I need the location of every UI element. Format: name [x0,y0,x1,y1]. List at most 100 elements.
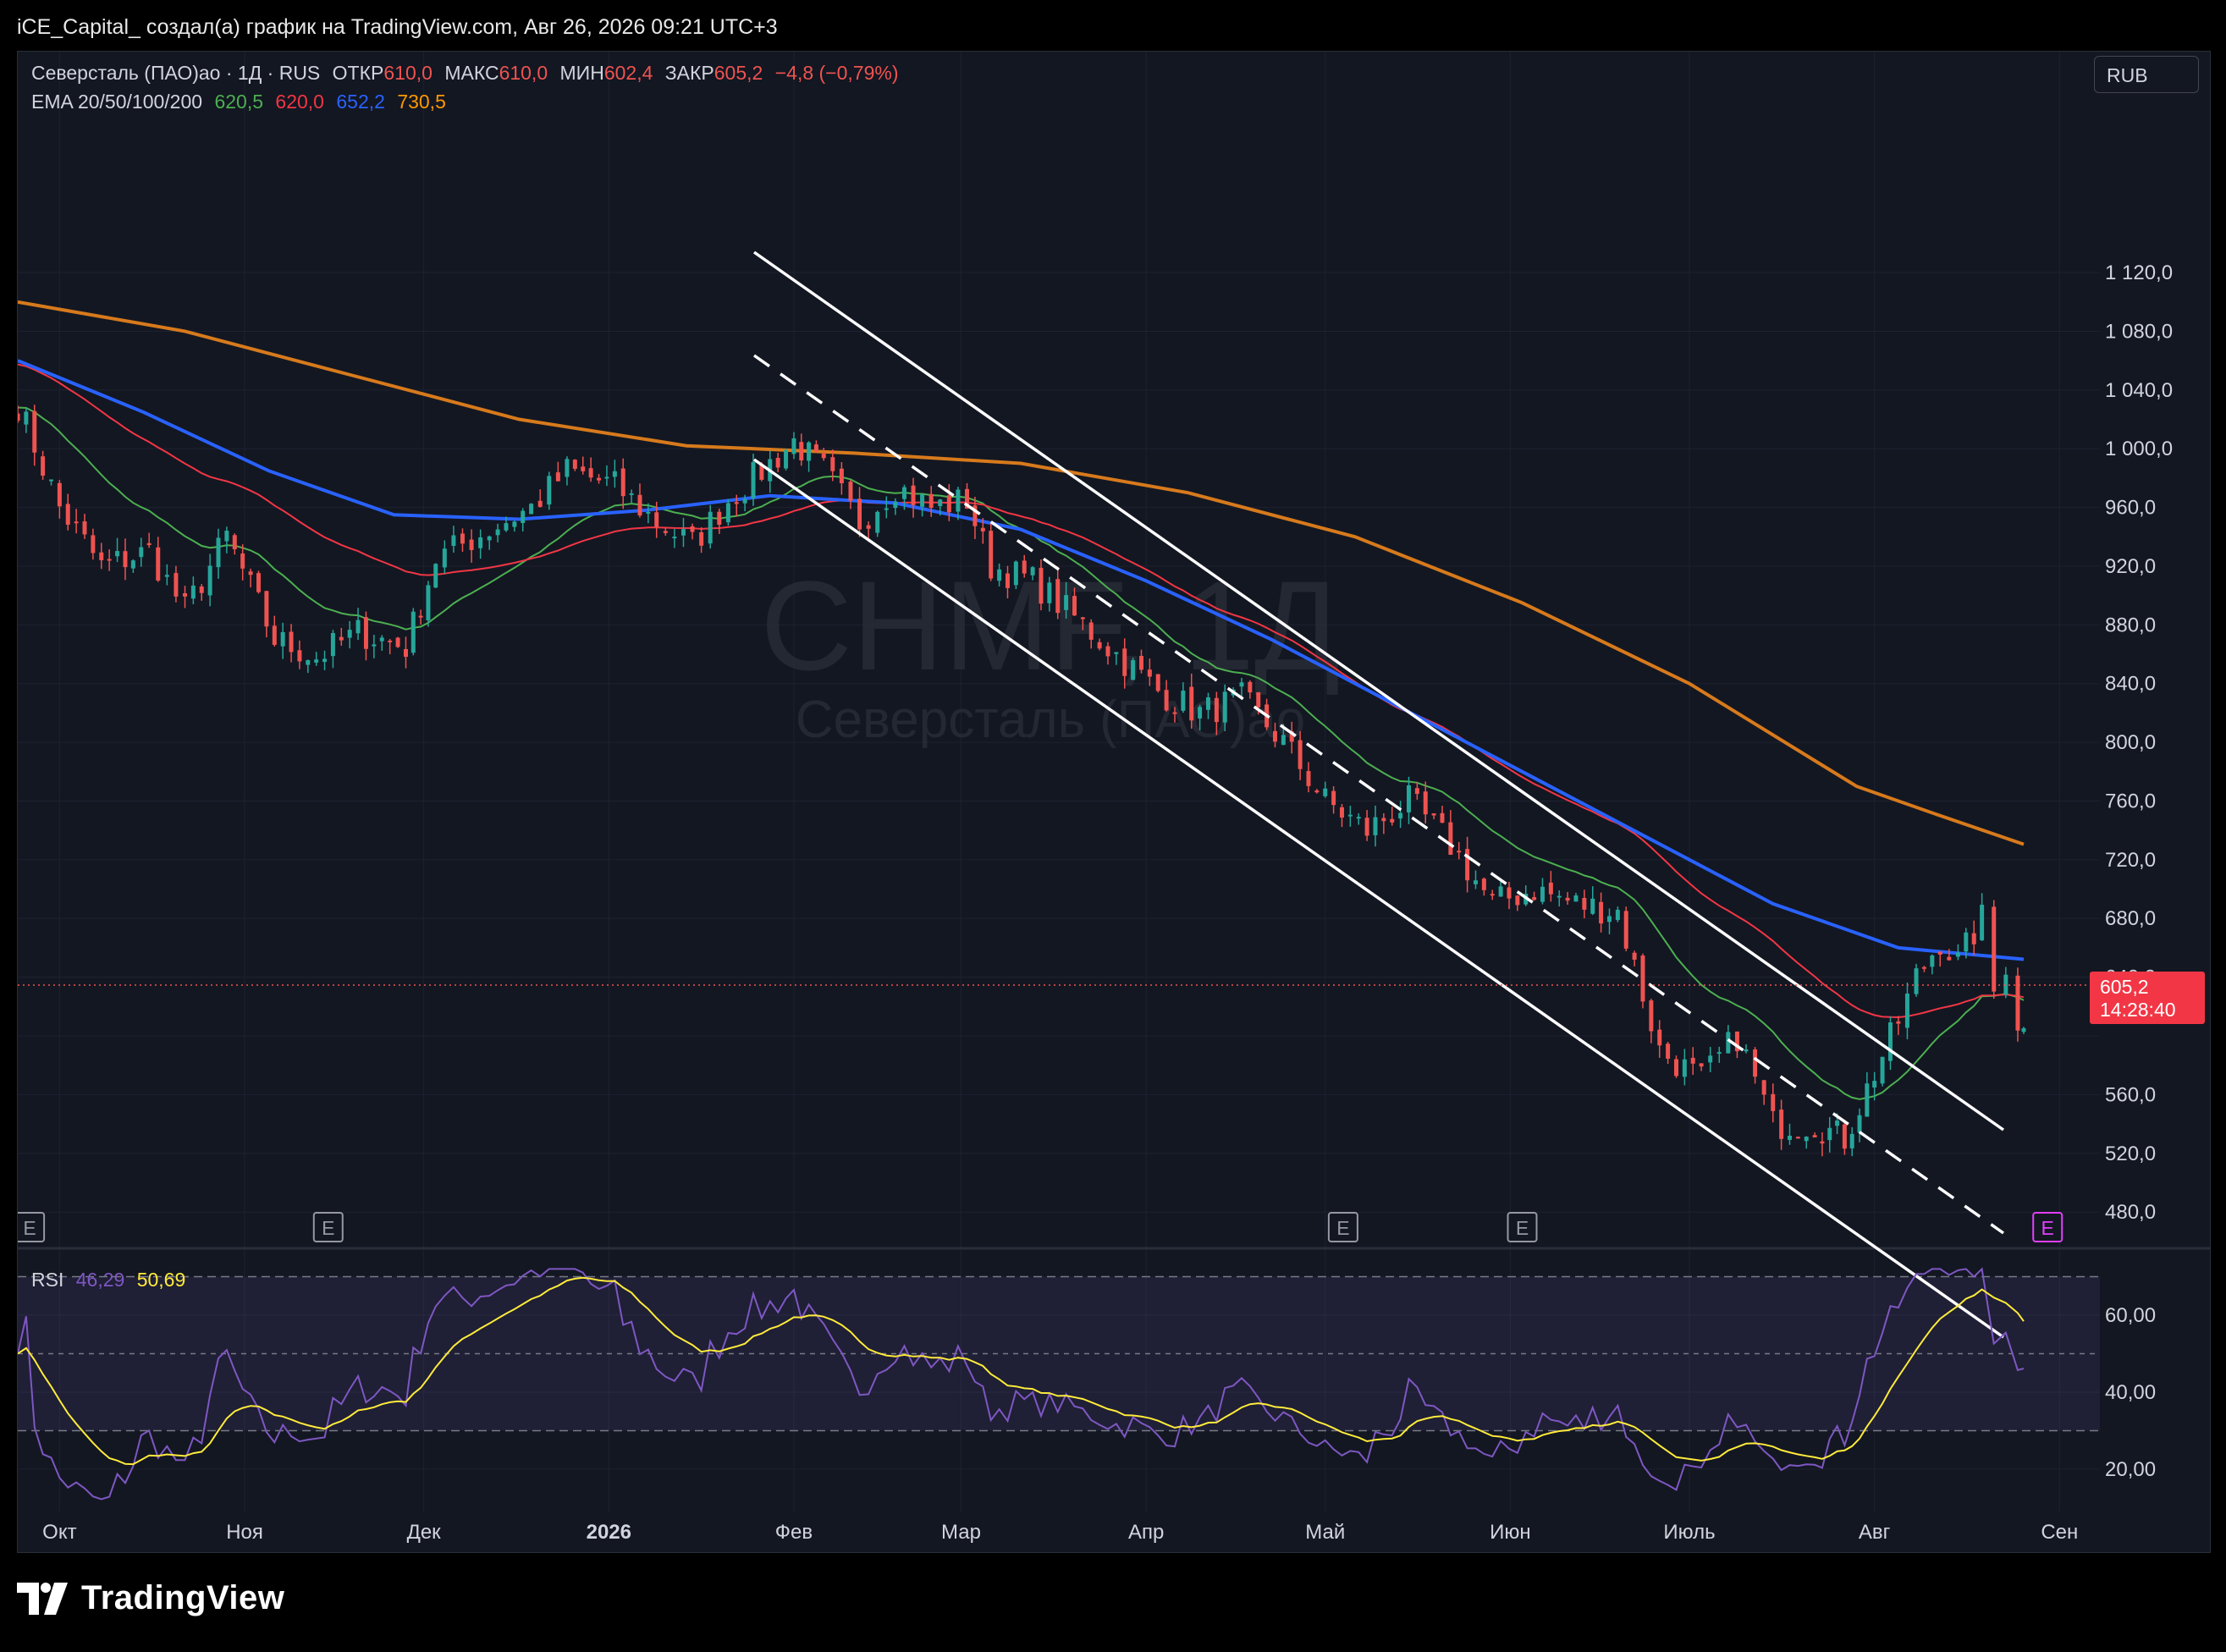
candle [1390,818,1395,823]
earnings-marker[interactable] [1507,1212,1538,1242]
candle [565,459,570,477]
candle [690,526,695,532]
candle [18,413,20,421]
candle [1930,955,1935,967]
ema20-line[interactable] [18,406,2025,1100]
candle [620,468,625,497]
candle [1771,1093,1776,1111]
candle [529,504,534,515]
earnings-marker[interactable] [1327,1212,1358,1242]
candle [1515,895,1520,906]
candle [1880,1056,1885,1084]
candle [156,547,161,581]
earnings-marker[interactable] [2032,1212,2063,1242]
candle [946,495,951,513]
candle [989,531,994,579]
candle [1314,790,1320,793]
attribution-text: iCE_Capital_ создал(а) график на Trading… [17,15,778,39]
candle [1849,1133,1854,1148]
ema100-line[interactable] [18,359,2025,961]
x-axis-tick: Июль [1663,1521,1715,1544]
earnings-marker[interactable] [18,1212,46,1242]
candle [1548,882,1553,895]
candle [1114,652,1119,654]
candle [190,585,196,599]
y-axis-tick: 760,0 [2105,790,2156,812]
ema100-value: 652,2 [336,91,385,113]
candle [1131,660,1136,680]
candle [708,511,713,544]
candle [1055,579,1061,614]
rsi-line[interactable] [18,1267,2025,1501]
x-axis-tick: Авг [1859,1521,1891,1544]
candle [1744,1049,1749,1052]
candle [1872,1081,1877,1088]
channel-upper-line[interactable] [752,251,2005,1132]
ema50-line[interactable] [18,363,2025,1019]
candle [1440,812,1445,823]
candle [920,493,925,507]
candle [791,438,796,454]
candle [289,631,294,653]
candle [41,456,46,476]
y-axis-tick: 920,0 [2105,555,2156,578]
candle [330,633,335,657]
candle [199,586,204,593]
rsi-axis-tick: 20,00 [2105,1458,2156,1481]
rsi-legend[interactable]: RSI 46,29 50,69 [31,1269,192,1291]
candle [1457,851,1462,853]
candle [1039,567,1044,604]
candle [1381,818,1386,822]
candle [997,569,1002,581]
candle [82,521,87,535]
high-value: 610,0 [499,62,548,84]
candle [403,648,408,658]
candle [2003,974,2008,995]
candle [1971,933,1976,944]
x-axis-tick: 2026 [587,1521,631,1544]
ema50-value: 620,0 [275,91,324,113]
candle [597,477,602,481]
earnings-marker[interactable] [312,1212,344,1242]
candle [866,525,871,529]
candle [347,630,352,638]
ema200-line[interactable] [18,300,2025,846]
candle [1256,692,1261,708]
candle [1490,894,1495,896]
candle [1955,952,1960,957]
candle [1005,573,1010,588]
channel-lower-line[interactable] [752,458,2005,1339]
close-value: 605,2 [714,62,763,84]
candle [2021,1027,2026,1032]
candle [1557,895,1562,898]
candle [1281,735,1286,746]
rsi-ma-line[interactable] [18,1276,2025,1466]
candle [512,521,517,527]
candle [1682,1059,1687,1077]
candle [928,493,934,508]
y-axis-tick: 800,0 [2105,731,2156,754]
candle [742,498,747,504]
candle [972,505,978,526]
candle [1708,1055,1713,1063]
candle [1498,886,1503,897]
symbol-title[interactable]: Северсталь (ПАО)ао · 1Д · RUS [31,62,321,84]
candle [1804,1137,1809,1142]
candle [478,537,483,548]
channel-median-line[interactable] [752,354,2005,1235]
candle [938,499,943,507]
candle [164,575,169,577]
currency-button[interactable]: RUB [2094,56,2199,93]
candle [1640,955,1645,1002]
candle [1788,1135,1792,1140]
candle [1606,916,1612,922]
candle [49,479,53,482]
earnings-marker-label: E [2041,1217,2054,1239]
ema-legend[interactable]: EMA 20/50/100/200 620,5 620,0 652,2 730,… [31,91,453,113]
tradingview-logo[interactable]: TradingView [17,1579,284,1617]
watermark-name: Северсталь (ПАО)ао [796,691,1305,749]
candle [521,510,526,523]
ema-label: EMA 20/50/100/200 [31,91,203,113]
